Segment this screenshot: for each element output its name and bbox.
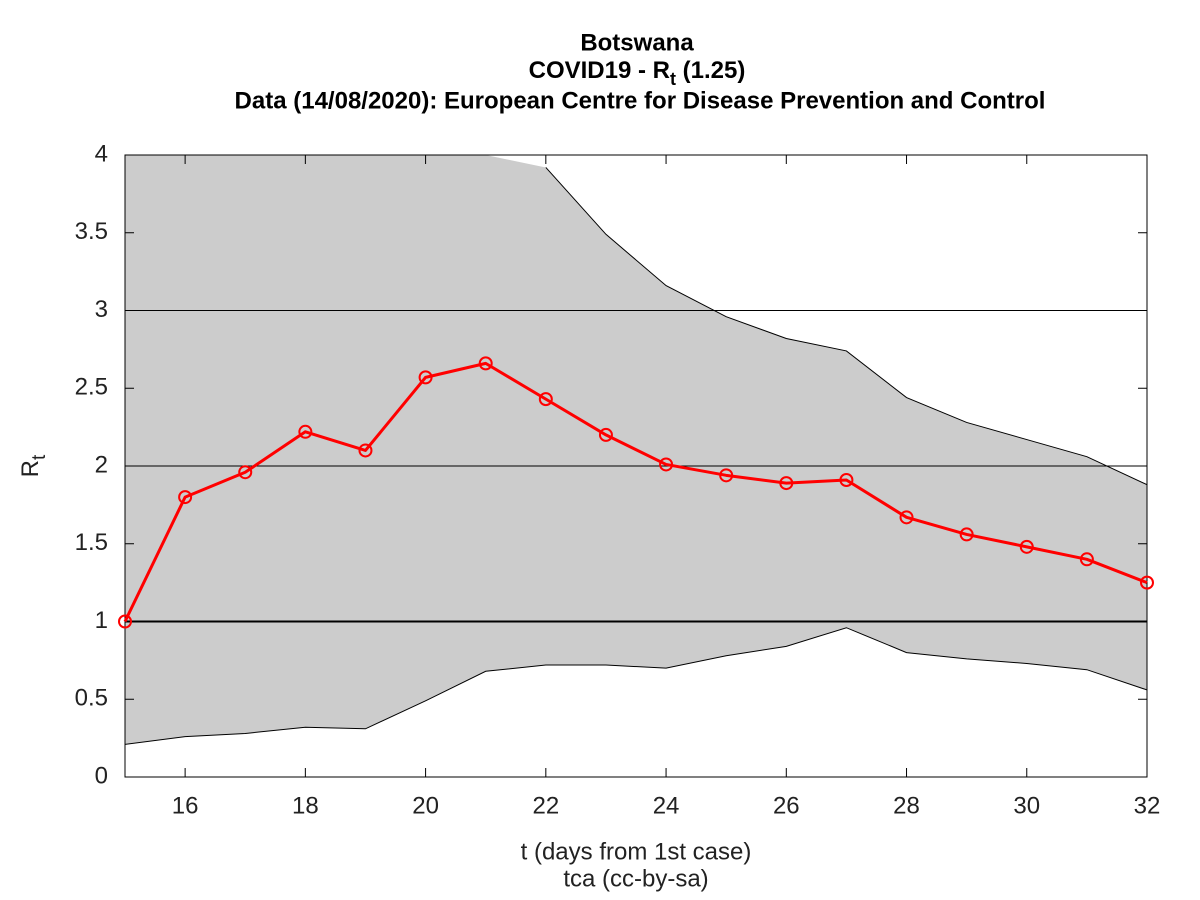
x-tick-label: 32 [1134, 792, 1161, 819]
y-axis-label: R [17, 460, 44, 477]
data-point [659, 457, 674, 472]
data-point [1079, 552, 1094, 567]
x-tick-label: 28 [893, 792, 920, 819]
data-point [298, 424, 313, 439]
x-axis-label: t (days from 1st case) [521, 838, 752, 865]
y-tick-label: 3 [95, 296, 108, 323]
y-tick-label: 0 [95, 762, 108, 789]
y-axis-label-subscript: t [29, 454, 50, 460]
data-point [839, 472, 854, 487]
y-tick-label: 1 [95, 607, 108, 634]
data-point [598, 427, 613, 442]
data-point [779, 476, 794, 491]
title: Data (14/08/2020): European Centre for D… [235, 87, 1046, 114]
data-point [418, 370, 433, 385]
data-point [118, 614, 132, 629]
data-point [238, 465, 253, 480]
data-point [899, 510, 914, 525]
y-tick-label: 1.5 [75, 529, 108, 556]
x-tick-label: 26 [773, 792, 800, 819]
title: Botswana [580, 29, 694, 56]
x-tick-label: 24 [653, 792, 680, 819]
data-point [1019, 539, 1034, 554]
data-point [719, 468, 734, 483]
data-point [178, 490, 193, 505]
band-upper-edge [545, 167, 1147, 486]
title: (1.25) [676, 57, 745, 84]
title: COVID19 - R [529, 57, 670, 84]
x-tick-label: 22 [532, 792, 559, 819]
axes: 0 0.5 1 1.5 2 2.5 3 3.5 4 16 18 20 22 24 26 28 30 32 [75, 140, 1161, 819]
y-tick-label: 2 [95, 451, 108, 478]
x-tick-label: 30 [1013, 792, 1040, 819]
x-tick-label: 16 [172, 792, 199, 819]
band-lower-edge [125, 627, 1147, 745]
data-point [538, 392, 553, 407]
data-point [358, 443, 373, 458]
footer: tca (cc-by-sa) [563, 865, 708, 892]
y-tick-label: 0.5 [75, 685, 108, 712]
data-point [1140, 575, 1154, 590]
title: COVID19 - Rt (1.25) [529, 57, 746, 88]
series-line [123, 361, 1148, 623]
y-axis-label: Rt [17, 454, 50, 477]
y-tick-label: 2.5 [75, 374, 108, 401]
data-point [959, 527, 974, 542]
y-tick-label: 4 [95, 140, 108, 167]
data-point [478, 356, 493, 371]
y-tick-label: 3.5 [75, 218, 108, 245]
x-tick-label: 18 [292, 792, 319, 819]
title-subscript: t [670, 69, 676, 89]
x-tick-label: 20 [412, 792, 439, 819]
